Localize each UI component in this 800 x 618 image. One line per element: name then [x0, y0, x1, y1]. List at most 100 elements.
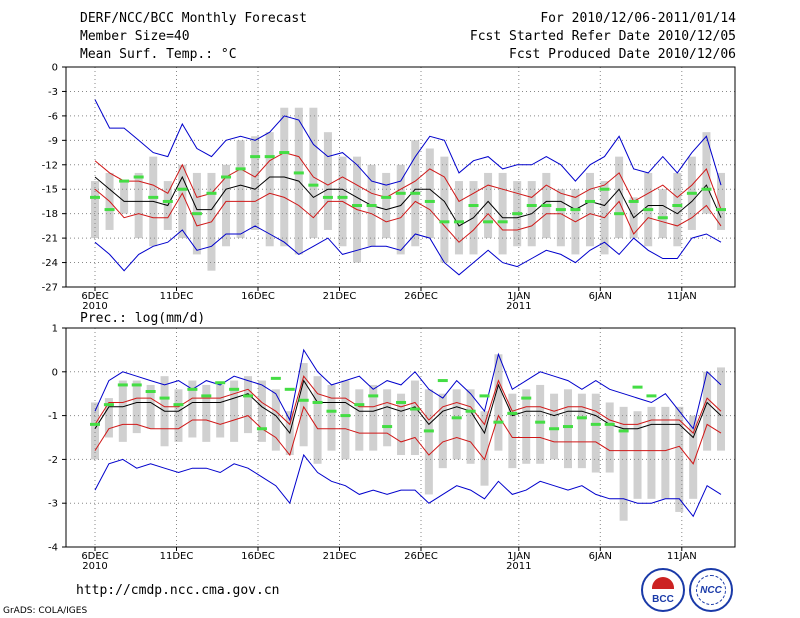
- y-tick-label: -18: [42, 209, 58, 220]
- observed-marker: [366, 204, 377, 208]
- series-upper-line: [94, 152, 722, 210]
- observed-marker: [229, 387, 240, 391]
- spread-bar: [480, 411, 489, 486]
- series-mean-line: [94, 379, 722, 439]
- series-mean-line: [94, 175, 722, 227]
- spread-bar: [91, 402, 99, 460]
- series-min-line: [94, 225, 722, 276]
- spread-bar: [236, 140, 245, 239]
- observed-marker: [618, 429, 629, 433]
- y-tick-label: -1: [48, 411, 58, 422]
- y-tick-label: -6: [48, 111, 58, 122]
- spread-bar: [327, 384, 336, 451]
- spread-bar: [661, 406, 670, 499]
- spread-bar: [689, 415, 698, 499]
- observed-marker: [177, 187, 188, 191]
- observed-marker: [535, 420, 546, 424]
- observed-marker: [423, 429, 434, 433]
- y-tick-label: 0: [52, 63, 58, 74]
- observed-marker: [159, 396, 170, 400]
- spread-bar: [299, 363, 308, 447]
- observed-marker: [686, 191, 697, 195]
- observed-marker: [382, 425, 393, 429]
- observed-marker: [235, 167, 246, 171]
- observed-marker: [284, 387, 295, 391]
- observed-marker: [279, 151, 290, 155]
- observed-marker: [716, 208, 726, 212]
- bcc-emblem-icon: [652, 577, 674, 589]
- variable-label: Mean Surf. Temp.: °C: [80, 47, 237, 62]
- series-upper-line: [94, 375, 722, 434]
- observed-marker: [368, 394, 379, 398]
- spread-bar: [424, 389, 433, 495]
- spread-bar: [244, 376, 253, 434]
- spread-bar: [522, 389, 531, 464]
- observed-marker: [590, 422, 601, 426]
- spread-bar: [675, 406, 684, 512]
- y-tick-label: -3: [48, 87, 58, 98]
- spread-bar: [425, 148, 434, 239]
- x-tick-label: 6DEC: [81, 291, 108, 302]
- x-tick-year-label: 2011: [506, 561, 531, 572]
- observed-marker: [396, 400, 407, 404]
- observed-marker: [410, 191, 421, 195]
- x-tick-label: 1JAN: [507, 551, 530, 562]
- y-tick-label: 1: [52, 324, 58, 335]
- x-tick-label: 11DEC: [160, 291, 194, 302]
- observed-marker: [439, 220, 450, 224]
- spread-bar: [120, 181, 129, 214]
- observed-marker: [643, 208, 654, 212]
- spread-bar: [438, 393, 447, 469]
- spread-bar: [466, 389, 475, 464]
- observed-marker: [270, 376, 281, 380]
- ncc-logo: NCC: [689, 568, 733, 612]
- observed-marker: [451, 416, 462, 420]
- observed-marker: [119, 179, 130, 183]
- observed-marker: [117, 383, 128, 387]
- spread-bar: [605, 402, 614, 473]
- series-lower-line: [94, 188, 722, 243]
- spread-bar: [556, 189, 565, 247]
- spread-bar: [633, 411, 642, 499]
- x-tick-label: 6JAN: [589, 291, 612, 302]
- observed-marker: [632, 385, 643, 389]
- spread-bar: [717, 367, 725, 451]
- bcc-logo: BCC: [641, 568, 685, 612]
- observed-marker: [326, 409, 337, 413]
- spread-bar: [222, 164, 231, 247]
- observed-marker: [395, 191, 406, 195]
- spread-bar: [313, 376, 322, 464]
- spread-bar: [146, 384, 155, 429]
- spread-bar: [454, 181, 463, 255]
- observed-marker: [576, 416, 587, 420]
- series-min-line: [94, 453, 722, 518]
- spread-bar: [178, 164, 187, 239]
- observed-marker: [340, 414, 351, 418]
- y-tick-label: -12: [42, 160, 58, 171]
- x-tick-label: 6DEC: [81, 551, 108, 562]
- spread-bar: [257, 380, 266, 442]
- plot-frame: [65, 66, 736, 288]
- x-tick-year-label: 2010: [82, 301, 107, 312]
- observed-marker: [354, 403, 365, 407]
- spread-bar: [271, 389, 280, 451]
- spread-bar: [550, 393, 559, 460]
- source-url[interactable]: http://cmdp.ncc.cma.gov.cn: [76, 583, 280, 598]
- observed-marker: [657, 216, 668, 220]
- observed-marker: [599, 187, 610, 191]
- series-max-line: [94, 348, 722, 430]
- observed-marker: [337, 195, 348, 199]
- observed-marker: [243, 394, 254, 398]
- spread-bar: [397, 393, 406, 456]
- observed-marker: [437, 379, 448, 383]
- spread-bar: [216, 384, 225, 438]
- y-tick-label: -21: [42, 234, 58, 245]
- observed-marker: [148, 195, 159, 199]
- observed-marker: [352, 204, 363, 208]
- observed-marker: [264, 155, 275, 159]
- spread-bar: [615, 156, 624, 239]
- observed-marker: [256, 427, 267, 431]
- observed-marker: [191, 212, 202, 216]
- x-tick-label: 1JAN: [507, 291, 530, 302]
